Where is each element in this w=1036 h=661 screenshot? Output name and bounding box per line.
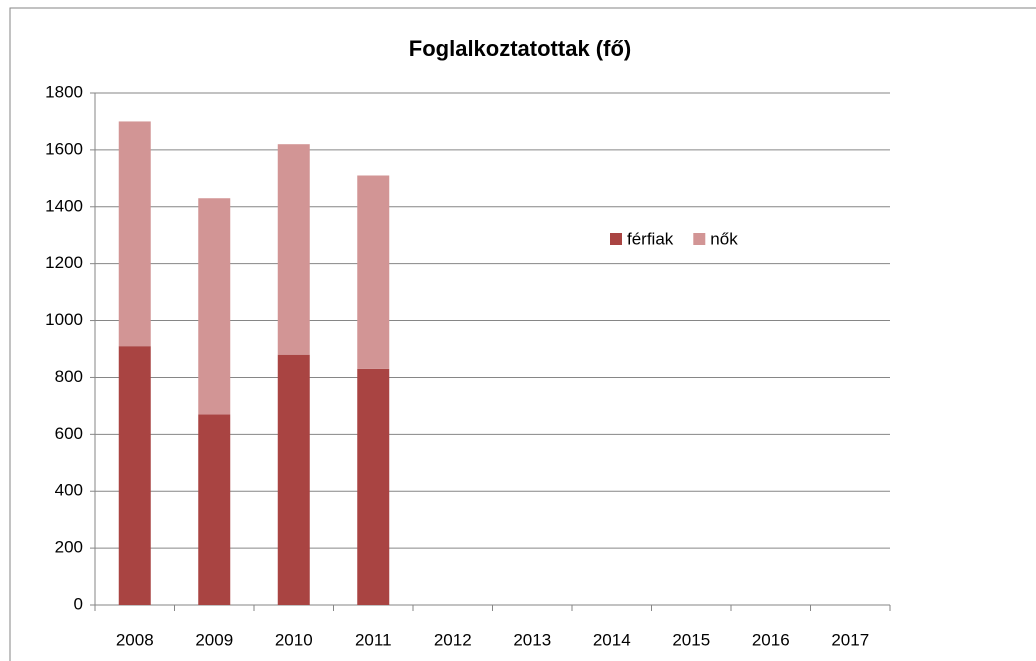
bar — [277, 354, 310, 605]
bar — [198, 414, 231, 605]
bar — [118, 346, 151, 605]
x-tick-label: 2009 — [195, 630, 233, 649]
x-tick-label: 2014 — [593, 630, 631, 649]
y-tick-label: 200 — [55, 538, 83, 557]
x-tick-label: 2017 — [831, 630, 869, 649]
y-tick-label: 1200 — [45, 253, 83, 272]
x-tick-label: 2011 — [355, 630, 392, 649]
legend-label: férfiak — [627, 229, 674, 248]
y-tick-label: 400 — [55, 481, 83, 500]
y-tick-label: 1800 — [45, 82, 83, 101]
y-tick-label: 1400 — [45, 196, 83, 215]
bar — [357, 175, 390, 369]
x-tick-label: 2016 — [752, 630, 790, 649]
x-tick-label: 2015 — [672, 630, 710, 649]
bar — [198, 198, 231, 415]
bar — [118, 121, 151, 347]
y-tick-label: 600 — [55, 424, 83, 443]
y-tick-label: 0 — [74, 594, 83, 613]
y-tick-label: 1000 — [45, 310, 83, 329]
chart-title: Foglalkoztatottak (fő) — [409, 36, 631, 61]
x-tick-label: 2010 — [275, 630, 313, 649]
chart-frame — [9, 7, 1036, 661]
x-tick-label: 2013 — [513, 630, 551, 649]
bar — [357, 368, 390, 605]
y-tick-label: 800 — [55, 367, 83, 386]
legend-label: nők — [710, 229, 738, 248]
bar — [277, 144, 310, 355]
legend-swatch — [610, 233, 622, 245]
y-tick-label: 1600 — [45, 139, 83, 158]
legend-swatch — [693, 233, 706, 245]
x-tick-label: 2008 — [116, 630, 154, 649]
x-tick-label: 2012 — [434, 630, 472, 649]
